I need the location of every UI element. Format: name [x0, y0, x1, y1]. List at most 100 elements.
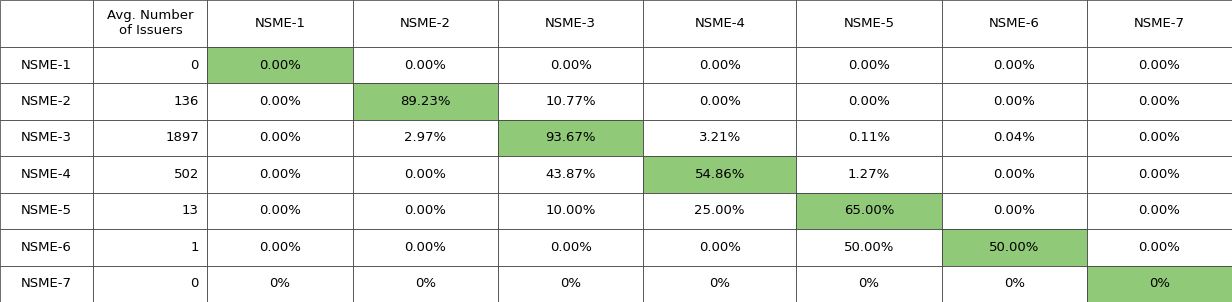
Bar: [0, 47, 94, 83]
Text: 0%: 0%: [710, 277, 731, 290]
Text: NSME-1: NSME-1: [255, 17, 306, 30]
Text: 43.87%: 43.87%: [546, 168, 596, 181]
Text: NSME-2: NSME-2: [400, 17, 451, 30]
Text: 0.00%: 0.00%: [259, 95, 301, 108]
Text: 0.00%: 0.00%: [1138, 168, 1180, 181]
Text: 0%: 0%: [415, 277, 436, 290]
Bar: [352, 193, 498, 229]
Text: 0.00%: 0.00%: [993, 95, 1035, 108]
Bar: [94, 265, 207, 302]
Text: 0: 0: [191, 277, 198, 290]
Bar: [1087, 0, 1232, 47]
Bar: [352, 47, 498, 83]
Bar: [207, 83, 352, 120]
Bar: [0, 120, 94, 156]
Bar: [643, 120, 796, 156]
Text: NSME-7: NSME-7: [21, 277, 73, 290]
Text: 0.00%: 0.00%: [259, 241, 301, 254]
Text: 0%: 0%: [859, 277, 880, 290]
Bar: [0, 83, 94, 120]
Text: 0.00%: 0.00%: [404, 241, 446, 254]
Text: 0.00%: 0.00%: [699, 241, 740, 254]
Bar: [941, 156, 1087, 193]
Bar: [352, 229, 498, 265]
Text: NSME-1: NSME-1: [21, 59, 73, 72]
Bar: [207, 47, 352, 83]
Text: 2.97%: 2.97%: [404, 131, 446, 144]
Text: NSME-3: NSME-3: [21, 131, 73, 144]
Text: 0.00%: 0.00%: [404, 204, 446, 217]
Text: 1.27%: 1.27%: [848, 168, 890, 181]
Text: 93.67%: 93.67%: [546, 131, 596, 144]
Text: 89.23%: 89.23%: [400, 95, 451, 108]
Bar: [94, 229, 207, 265]
Bar: [498, 47, 643, 83]
Bar: [0, 0, 94, 47]
Text: 0%: 0%: [1004, 277, 1025, 290]
Text: NSME-4: NSME-4: [21, 168, 73, 181]
Bar: [941, 120, 1087, 156]
Text: NSME-4: NSME-4: [695, 17, 745, 30]
Bar: [796, 47, 941, 83]
Text: 0.00%: 0.00%: [259, 59, 301, 72]
Bar: [94, 0, 207, 47]
Bar: [352, 265, 498, 302]
Bar: [0, 265, 94, 302]
Bar: [941, 265, 1087, 302]
Bar: [498, 83, 643, 120]
Bar: [207, 0, 352, 47]
Text: 1897: 1897: [165, 131, 198, 144]
Text: 0.04%: 0.04%: [993, 131, 1035, 144]
Text: NSME-5: NSME-5: [844, 17, 894, 30]
Text: 0.00%: 0.00%: [549, 241, 591, 254]
Text: 0.00%: 0.00%: [549, 59, 591, 72]
Bar: [1087, 83, 1232, 120]
Bar: [643, 83, 796, 120]
Bar: [94, 120, 207, 156]
Bar: [352, 0, 498, 47]
Bar: [498, 229, 643, 265]
Text: 0.00%: 0.00%: [259, 204, 301, 217]
Bar: [941, 47, 1087, 83]
Bar: [643, 193, 796, 229]
Bar: [498, 120, 643, 156]
Bar: [207, 120, 352, 156]
Text: 50.00%: 50.00%: [989, 241, 1040, 254]
Bar: [643, 265, 796, 302]
Text: 1: 1: [191, 241, 198, 254]
Bar: [941, 83, 1087, 120]
Text: 0.00%: 0.00%: [404, 59, 446, 72]
Text: 0.00%: 0.00%: [1138, 204, 1180, 217]
Bar: [796, 265, 941, 302]
Text: 3.21%: 3.21%: [699, 131, 740, 144]
Bar: [1087, 193, 1232, 229]
Text: NSME-5: NSME-5: [21, 204, 73, 217]
Bar: [207, 156, 352, 193]
Text: 502: 502: [174, 168, 198, 181]
Text: NSME-2: NSME-2: [21, 95, 73, 108]
Text: 0%: 0%: [1149, 277, 1170, 290]
Text: 54.86%: 54.86%: [695, 168, 745, 181]
Bar: [207, 229, 352, 265]
Text: 0.00%: 0.00%: [1138, 95, 1180, 108]
Bar: [0, 229, 94, 265]
Text: 0.00%: 0.00%: [993, 204, 1035, 217]
Bar: [643, 156, 796, 193]
Text: 0.00%: 0.00%: [1138, 59, 1180, 72]
Bar: [0, 193, 94, 229]
Text: NSME-6: NSME-6: [21, 241, 73, 254]
Text: 0.00%: 0.00%: [848, 59, 890, 72]
Text: 0.00%: 0.00%: [1138, 131, 1180, 144]
Bar: [643, 47, 796, 83]
Text: 0.00%: 0.00%: [259, 168, 301, 181]
Bar: [941, 0, 1087, 47]
Text: 0.00%: 0.00%: [1138, 241, 1180, 254]
Bar: [941, 193, 1087, 229]
Text: 10.77%: 10.77%: [546, 95, 596, 108]
Text: 0.00%: 0.00%: [848, 95, 890, 108]
Text: 0.00%: 0.00%: [259, 131, 301, 144]
Text: 0.00%: 0.00%: [699, 95, 740, 108]
Bar: [94, 156, 207, 193]
Bar: [498, 0, 643, 47]
Bar: [643, 229, 796, 265]
